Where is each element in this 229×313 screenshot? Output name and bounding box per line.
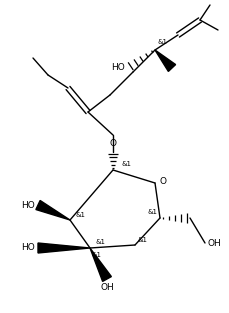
Text: O: O — [109, 139, 117, 148]
Text: &1: &1 — [95, 239, 105, 245]
Text: HO: HO — [21, 244, 35, 253]
Text: &1: &1 — [148, 209, 158, 215]
Text: &1: &1 — [158, 39, 168, 45]
Text: &1: &1 — [138, 237, 148, 243]
Polygon shape — [155, 50, 176, 71]
Text: &1: &1 — [75, 212, 85, 218]
Text: HO: HO — [111, 64, 125, 73]
Polygon shape — [38, 243, 90, 253]
Text: &1: &1 — [121, 161, 131, 167]
Text: &1: &1 — [92, 252, 102, 258]
Polygon shape — [90, 248, 111, 281]
Text: OH: OH — [208, 239, 222, 248]
Polygon shape — [36, 200, 70, 220]
Text: O: O — [160, 177, 167, 187]
Text: HO: HO — [21, 201, 35, 209]
Text: OH: OH — [100, 283, 114, 292]
